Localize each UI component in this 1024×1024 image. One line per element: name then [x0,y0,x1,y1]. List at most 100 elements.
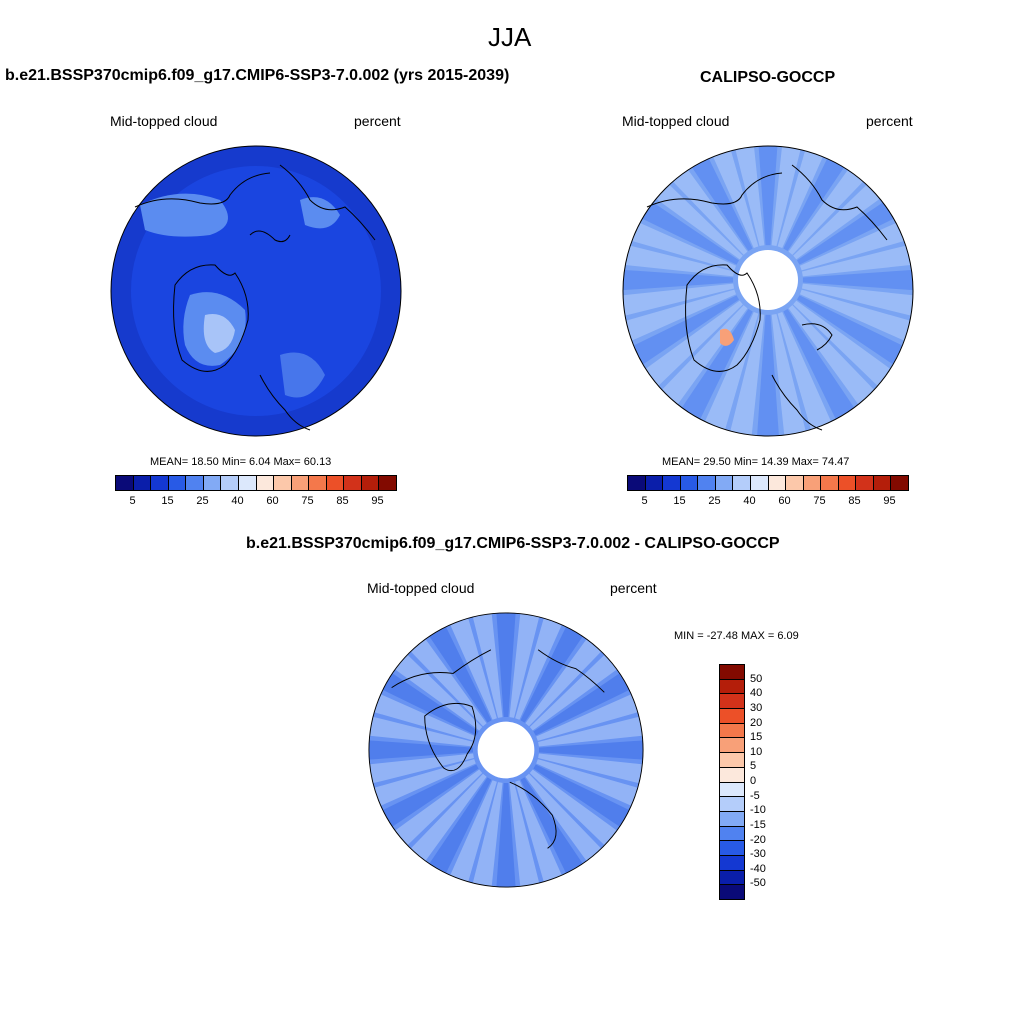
map-streak [539,739,644,761]
colorbar-tick-label: 10 [750,745,763,758]
colorbar-tick-label: 15 [673,495,686,507]
colorbar-tick-label: -30 [750,848,766,861]
colorbar-tick-label: 85 [848,495,861,507]
model-bright-region-east [280,352,325,398]
map-streak [623,268,734,292]
map-streak [520,777,591,886]
colorbar-swatch [291,476,310,490]
diff-colorbar [719,664,745,900]
colorbar-swatch [720,841,744,856]
obs-warm-spot [720,328,734,346]
map-streak [370,665,479,736]
obs-panel-title: CALIPSO-GOCCP [700,69,836,86]
colorbar-swatch [645,476,664,490]
map-streak [702,146,759,249]
map-streak [495,612,517,717]
colorbar-tick-label: 40 [750,687,763,700]
colorbar-tick-label: 95 [371,495,384,507]
model-bright-core [203,314,235,353]
colorbar-tick-label: 40 [743,495,756,507]
colorbar-tick-label: 75 [813,495,826,507]
colorbar-swatch [720,826,744,842]
map-streak [623,289,737,346]
colorbar-swatch [720,679,744,695]
map-streak [771,146,807,247]
map-streak [756,146,780,246]
map-streak [368,688,476,741]
colorbar-swatch [856,476,874,490]
obs-variable-label: Mid-topped cloud [622,113,730,129]
colorbar-swatch [720,767,744,783]
obs-colorbar [627,475,909,491]
season-title: JJA [488,22,532,52]
colorbar-swatch [168,476,187,490]
map-streak [368,753,474,787]
diff-missing-pole [477,721,535,779]
obs-coastlines [646,164,888,431]
map-streak [638,300,743,392]
map-streak [801,241,913,277]
model-stats: MEAN= 18.50 Min= 6.04 Max= 60.13 [150,456,332,468]
map-streak [469,612,503,718]
map-streak [623,283,735,319]
map-streak [783,309,858,424]
colorbar-tick-label: 15 [161,495,174,507]
map-streak [509,782,543,888]
map-streak [788,305,880,410]
colorbar-tick-label: -10 [750,804,766,817]
model-panel-title: b.e21.BSSP370cmip6.f09_g17.CMIP6-SSP3-7.… [5,67,510,84]
model-bright-region-atlantic [140,193,228,237]
colorbar-swatch [768,476,787,490]
colorbar-tick-label: 95 [883,495,896,507]
map-streak [756,314,780,436]
colorbar-swatch [720,797,744,812]
map-streak [729,313,765,436]
map-streak [421,614,492,723]
map-streak [538,713,644,747]
model-coastlines [134,164,376,431]
map-streak [370,764,479,835]
colorbar-tick-label: 60 [778,495,791,507]
colorbar-tick-label: -20 [750,833,766,846]
map-streak [536,688,644,741]
colorbar-tick-label: 75 [301,495,314,507]
diff-units-label: percent [610,580,657,596]
colorbar-swatch [309,476,327,490]
colorbar-tick-label: 85 [336,495,349,507]
diff-panel-title: b.e21.BSSP370cmip6.f09_g17.CMIP6-SSP3-7.… [246,535,780,552]
colorbar-tick-label: 0 [750,775,757,787]
map-streak [623,241,735,277]
map-streak [525,627,612,727]
colorbar-swatch [116,476,134,490]
diff-coastlines [391,649,605,849]
colorbar-tick-label: 60 [266,495,279,507]
colorbar-swatch [786,476,804,490]
colorbar-tick-label: 15 [750,731,763,744]
map-streak [793,300,898,392]
colorbar-swatch [151,476,169,490]
colorbar-tick-label: 25 [196,495,209,507]
colorbar-swatch [326,476,345,490]
map-streak [533,764,642,835]
map-streak [777,311,834,434]
colorbar-swatch [379,476,396,490]
map-streak [368,713,474,747]
colorbar-tick-label: 30 [750,701,763,714]
obs-rays [623,146,913,436]
colorbar-tick-label: 5 [641,495,648,507]
colorbar-swatch [720,885,744,899]
colorbar-swatch [715,476,734,490]
colorbar-tick-label: -5 [750,789,760,802]
colorbar-swatch [628,476,646,490]
map-streak [383,644,483,731]
colorbar-swatch [720,870,744,886]
colorbar-swatch [663,476,681,490]
model-bright-region-north [300,197,340,229]
map-streak [383,769,483,856]
map-streak [777,146,834,249]
colorbar-tick-label: 5 [750,760,757,773]
colorbar-swatch [750,476,769,490]
map-streak [729,146,765,247]
map-streak [368,739,473,761]
colorbar-swatch [698,476,716,490]
